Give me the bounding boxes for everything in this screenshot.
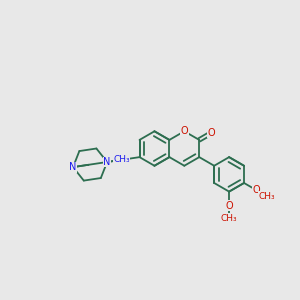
Text: O: O <box>208 128 215 138</box>
Text: N: N <box>69 162 77 172</box>
Text: O: O <box>225 201 233 211</box>
Text: O: O <box>181 126 188 136</box>
Text: O: O <box>253 185 260 195</box>
Text: CH₃: CH₃ <box>221 214 237 223</box>
Text: N: N <box>103 157 111 167</box>
Text: CH₃: CH₃ <box>259 192 275 201</box>
Text: CH₃: CH₃ <box>113 155 130 164</box>
Text: O: O <box>119 155 126 165</box>
